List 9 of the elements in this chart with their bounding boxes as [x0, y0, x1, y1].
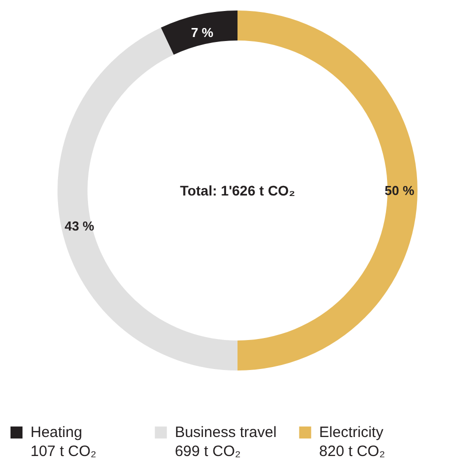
legend-label: Business travel	[174, 424, 277, 441]
text: Total: 1'626 t CO₂	[180, 182, 296, 198]
text: 699 t CO₂	[174, 443, 241, 460]
text: 107 t CO₂	[30, 443, 97, 460]
legend-label: Electricity	[319, 424, 384, 441]
text: 820 t CO₂	[319, 443, 386, 460]
legend-label: Heating	[30, 424, 82, 441]
data-label: 43 %	[64, 218, 95, 234]
data-label: 7 %	[190, 24, 214, 40]
